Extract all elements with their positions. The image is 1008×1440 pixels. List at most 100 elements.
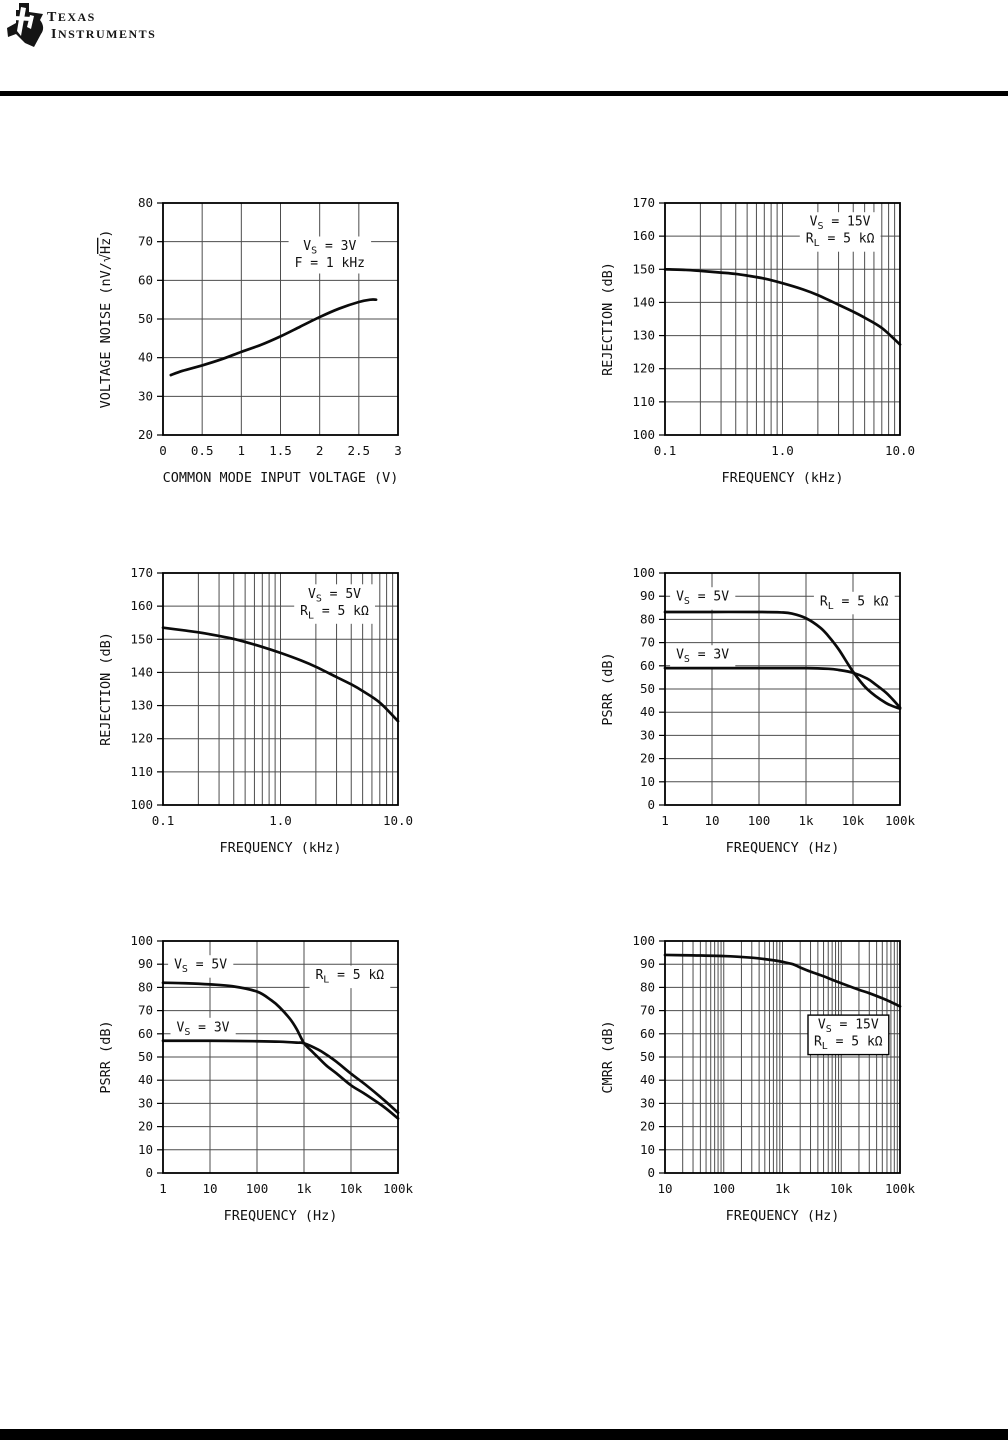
x-tick-label: 100 [748,813,771,828]
y-tick-label: 140 [632,294,655,309]
series-vs-5v-curve [663,610,902,711]
svg-text:VS = 15V: VS = 15V [818,1018,879,1036]
plot-border [664,202,901,436]
ti-texas-logo-icon [6,2,46,56]
y-tick-label: 100 [130,933,153,948]
x-tick-label: 10.0 [885,443,915,458]
svg-text:VS = 5V: VS = 5V [174,958,227,976]
axis-tick-labels: 20 30 40 50 60 70 80 0 0.5 1 1.5 2 2.5 3 [138,195,402,458]
y-tick-label: 0 [647,797,655,812]
x-tick-label: 100k [885,1181,916,1196]
brand-texas: Texas [47,4,96,26]
y-tick-label: 80 [138,195,153,210]
y-tick-label: 90 [138,956,153,971]
y-tick-label: 0 [145,1165,153,1180]
chart-cmrr-vs-frequency: VS = 15V RL = 5 kΩ 0 10 20 30 40 50 60 70 80 90 100 1… [590,927,920,1242]
x-tick-label: 10k [830,1181,853,1196]
x-tick-label: 10k [340,1181,363,1196]
series-vs-3v-curve [161,1039,400,1115]
x-tick-label: 0 [159,443,167,458]
x-tick-label: 1k [775,1181,791,1196]
y-tick-label: 20 [138,1119,153,1134]
x-tick-label: 1.0 [269,813,292,828]
y-tick-label: 100 [130,797,153,812]
y-tick-label: 120 [130,731,153,746]
x-tick-label: 10k [842,813,865,828]
axis-tick-labels: 100 110 120 130 140 150 160 170 0.1 1.0 10.0 [632,195,915,458]
y-tick-label: 70 [138,234,153,249]
x-axis-title: FREQUENCY (kHz) [220,840,342,856]
x-tick-label: 100k [885,813,916,828]
annotation-label: RL = 5 kΩ [309,965,391,989]
x-tick-label: 2 [316,443,324,458]
annotations: VS = 5V RL = 5 kΩ VS = 3V [168,955,391,1041]
y-axis-title: CMRR (dB) [600,1020,616,1093]
chart-voltage-noise-vs-common-mode-input-voltage: VS = 3V F = 1 kHz 20 30 40 50 60 70 80 0 0.5 1 1.5 2 2… [88,189,418,504]
annotation-label: VS = 3V [670,645,736,668]
x-tick-label: 1 [661,813,669,828]
y-tick-label: 40 [640,704,655,719]
x-tick-label: 100 [713,1181,736,1196]
x-tick-label: 10 [704,813,719,828]
chart-psrr-vs-frequency-b: VS = 5V RL = 5 kΩ VS = 3V 0 10 20 30 40 50 60 70 80… [88,927,418,1242]
chart-rejection-vs-frequency-15v: VS = 15V RL = 5 kΩ 100 110 120 130 140 150 160 17… [590,189,920,504]
svg-text:RL = 5 kΩ: RL = 5 kΩ [820,594,889,612]
svg-text:VS = 5V: VS = 5V [676,590,729,608]
y-tick-label: 140 [130,664,153,679]
y-tick-label: 30 [138,1095,153,1110]
y-tick-label: 30 [138,388,153,403]
x-tick-label: 3 [394,443,402,458]
svg-text:RL = 5 kΩ: RL = 5 kΩ [300,604,369,622]
y-tick-label: 30 [640,1095,655,1110]
y-tick-label: 80 [640,979,655,994]
y-tick-label: 20 [138,427,153,442]
y-tick-label: 90 [640,956,655,971]
y-tick-label: 10 [640,1142,655,1157]
svg-text:VS = 3V: VS = 3V [177,1020,230,1038]
y-axis-title: REJECTION (dB) [600,262,616,376]
x-tick-label: 0.1 [654,443,677,458]
y-tick-label: 170 [130,565,153,580]
svg-text:RL = 5 kΩ: RL = 5 kΩ [814,1035,883,1053]
y-axis-title: VOLTAGE NOISE (nV/√Hz) [98,230,114,409]
y-tick-label: 90 [640,588,655,603]
x-tick-label: 2.5 [348,443,371,458]
y-tick-label: 100 [632,565,655,580]
svg-text:VS = 5V: VS = 5V [308,587,361,605]
annotation-label: VS = 3V [170,1017,236,1041]
annotation-label: RL = 5 kΩ [813,591,895,615]
y-tick-label: 160 [632,228,655,243]
svg-text:F = 1 kHz: F = 1 kHz [295,256,365,271]
y-tick-label: 100 [632,427,655,442]
y-tick-label: 0 [647,1165,655,1180]
x-axis-title: FREQUENCY (Hz) [726,1208,840,1224]
x-tick-label: 1 [238,443,246,458]
y-tick-label: 170 [632,195,655,210]
header-rule [0,91,1008,96]
chart-psrr-vs-frequency-a: VS = 5V RL = 5 kΩ VS = 3V 0 10 20 30 40 50 60 70 80… [590,559,920,874]
x-tick-label: 1.5 [269,443,292,458]
annotation-label: VS = 5V [168,955,234,978]
footer-rule [0,1429,1008,1440]
x-tick-label: 1 [159,1181,167,1196]
series-vs-3v-curve [663,666,902,709]
series-vs-5v-curve [161,626,400,723]
x-axis-title: FREQUENCY (Hz) [224,1208,338,1224]
y-tick-label: 50 [640,681,655,696]
x-tick-label: 10 [202,1181,217,1196]
series-vs-5v-curve [161,981,400,1120]
y-tick-label: 50 [138,1049,153,1064]
series-vs-3v-curve [169,298,378,377]
y-tick-label: 110 [632,394,655,409]
